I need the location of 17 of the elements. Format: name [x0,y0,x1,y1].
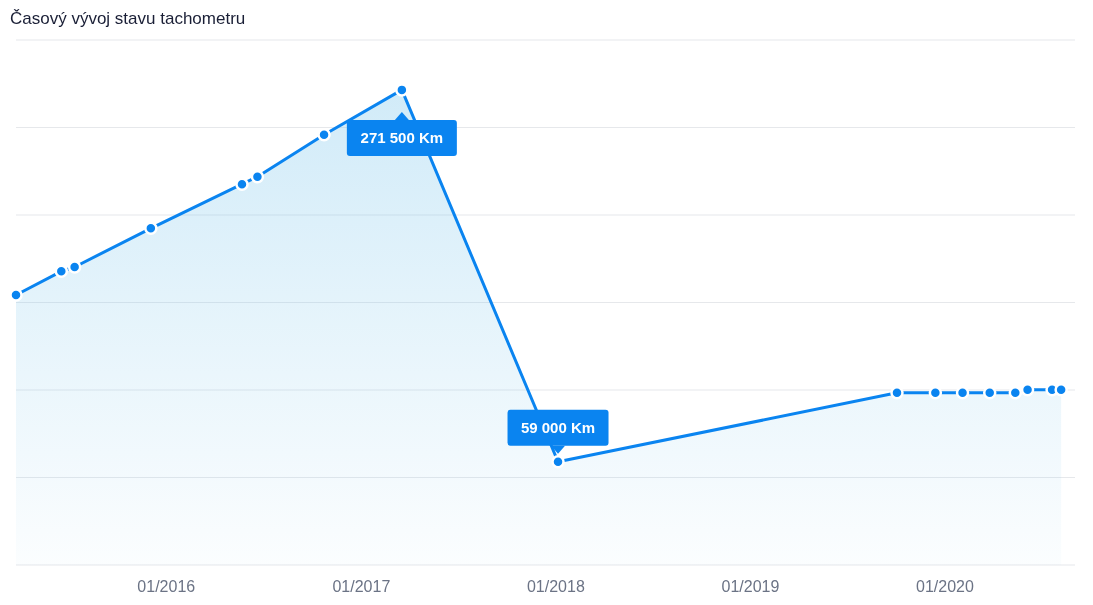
x-tick-label: 01/2016 [137,578,196,595]
point [1008,386,1023,400]
point [9,288,23,302]
point [890,386,904,400]
point [67,260,82,274]
data-label: 271 500 Km [360,128,444,146]
data-label: 59 000 Km [520,418,596,436]
x-tick-label: 01/2018 [526,578,585,595]
x-tick-label: 01/2020 [916,578,974,595]
x-tick-label: 01/2019 [721,578,780,595]
point [928,386,943,400]
x-tick-label: 01/2017 [332,578,391,595]
point [982,386,997,400]
chart-title: Časový vývoj stavu tachometru [10,9,246,28]
point [395,83,409,97]
point [955,386,970,400]
point [551,455,565,469]
